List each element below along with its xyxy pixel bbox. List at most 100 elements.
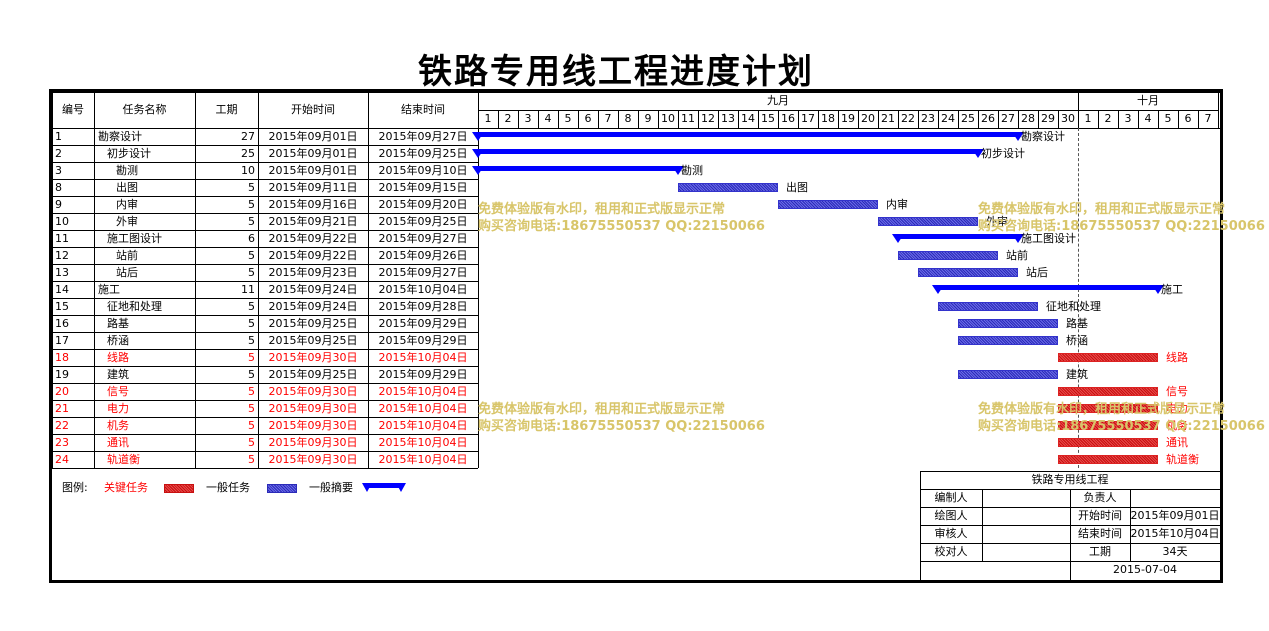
task-name: 通讯 <box>107 436 129 449</box>
watermark-line: 购买咨询电话:18675550537 QQ:22150066 <box>978 419 1265 434</box>
task-name: 信号 <box>107 385 129 398</box>
grid-line <box>1138 110 1139 128</box>
task-duration: 5 <box>248 300 255 313</box>
header-duration: 工期 <box>215 103 238 116</box>
watermark-line: 免费体验版有水印，租用和正式版显示正常 <box>478 402 726 417</box>
task-id: 22 <box>55 419 69 432</box>
bar-label: 初步设计 <box>981 147 1025 160</box>
grid-line <box>52 315 478 316</box>
legend-summary-swatch <box>362 483 406 492</box>
bar-label: 桥涵 <box>1066 334 1088 347</box>
task-bar <box>958 336 1058 345</box>
task-end: 2015年10月04日 <box>378 402 468 415</box>
task-end: 2015年09月27日 <box>378 130 468 143</box>
task-start: 2015年09月23日 <box>268 266 358 279</box>
task-duration: 25 <box>241 147 255 160</box>
grid-line <box>920 471 1220 472</box>
task-name: 勘测 <box>116 164 138 177</box>
day-label: 26 <box>981 112 995 125</box>
critical-task-bar <box>1058 387 1158 396</box>
task-bar <box>678 183 778 192</box>
info-checker-label: 校对人 <box>934 545 968 558</box>
day-label: 12 <box>701 112 715 125</box>
bar-label: 建筑 <box>1066 368 1088 381</box>
bar-label: 线路 <box>1166 351 1188 364</box>
grid-line <box>898 110 899 128</box>
task-name: 施工图设计 <box>107 232 162 245</box>
summary-bar <box>472 132 1024 141</box>
info-reviewer-label: 审核人 <box>934 527 968 540</box>
bar-label: 勘察设计 <box>1021 130 1065 143</box>
legend-critical-swatch <box>164 484 194 493</box>
task-name: 建筑 <box>107 368 129 381</box>
grid-line <box>958 110 959 128</box>
task-duration: 5 <box>248 317 255 330</box>
month-divider <box>1078 128 1079 468</box>
grid-line <box>1038 110 1039 128</box>
summary-bar <box>472 149 984 158</box>
grid-line <box>758 110 759 128</box>
task-id: 2 <box>55 147 62 160</box>
task-bar <box>778 200 878 209</box>
bar-label: 施工图设计 <box>1021 232 1076 245</box>
task-end: 2015年10月04日 <box>378 283 468 296</box>
grid-line <box>1130 543 1131 561</box>
summary-bar <box>892 234 1024 243</box>
task-duration: 5 <box>248 453 255 466</box>
bar-label: 路基 <box>1066 317 1088 330</box>
grid-line <box>1058 110 1059 128</box>
task-name: 站前 <box>116 249 138 262</box>
bar-label: 轨道衡 <box>1166 453 1199 466</box>
info-drawer-value <box>982 507 1070 525</box>
task-name: 路基 <box>107 317 129 330</box>
day-label: 5 <box>564 112 572 125</box>
task-duration: 5 <box>248 385 255 398</box>
summary-bar <box>932 285 1164 294</box>
grid-line <box>678 110 679 128</box>
day-label: 17 <box>801 112 815 125</box>
task-id: 3 <box>55 164 62 177</box>
grid-line <box>718 110 719 128</box>
grid-line <box>52 468 478 469</box>
grid-line <box>498 110 499 128</box>
bar-label: 站后 <box>1026 266 1048 279</box>
day-label: 6 <box>1184 112 1192 125</box>
task-end: 2015年09月26日 <box>378 249 468 262</box>
task-id: 24 <box>55 453 69 466</box>
task-name: 内审 <box>116 198 138 211</box>
grid-line <box>478 110 1218 111</box>
grid-line <box>52 264 478 265</box>
grid-line <box>52 92 1220 93</box>
day-label: 16 <box>781 112 795 125</box>
task-start: 2015年09月11日 <box>268 181 358 194</box>
task-start: 2015年09月01日 <box>268 130 358 143</box>
task-start: 2015年09月25日 <box>268 368 358 381</box>
bar-label: 外审 <box>986 215 1008 228</box>
task-end: 2015年09月20日 <box>378 198 468 211</box>
day-label: 2 <box>504 112 512 125</box>
grid-line <box>94 92 95 468</box>
task-id: 15 <box>55 300 69 313</box>
task-bar <box>938 302 1038 311</box>
task-start: 2015年09月22日 <box>268 249 358 262</box>
day-label: 5 <box>1164 112 1172 125</box>
watermark-line: 免费体验版有水印，租用和正式版显示正常 <box>978 402 1226 417</box>
task-name: 外审 <box>116 215 138 228</box>
task-id: 13 <box>55 266 69 279</box>
day-label: 25 <box>961 112 975 125</box>
watermark-line: 免费体验版有水印，租用和正式版显示正常 <box>478 202 726 217</box>
task-end: 2015年09月25日 <box>378 215 468 228</box>
bar-label: 通讯 <box>1166 436 1188 449</box>
task-id: 11 <box>55 232 69 245</box>
task-duration: 5 <box>248 249 255 262</box>
day-label: 7 <box>604 112 612 125</box>
grid-line <box>52 145 478 146</box>
grid-line <box>1070 561 1071 583</box>
grid-line <box>778 110 779 128</box>
info-start-value: 2015年09月01日 <box>1130 509 1220 522</box>
grid-line <box>1098 110 1099 128</box>
task-duration: 5 <box>248 266 255 279</box>
critical-task-bar <box>1058 438 1158 447</box>
grid-line <box>978 110 979 128</box>
task-start: 2015年09月24日 <box>268 300 358 313</box>
